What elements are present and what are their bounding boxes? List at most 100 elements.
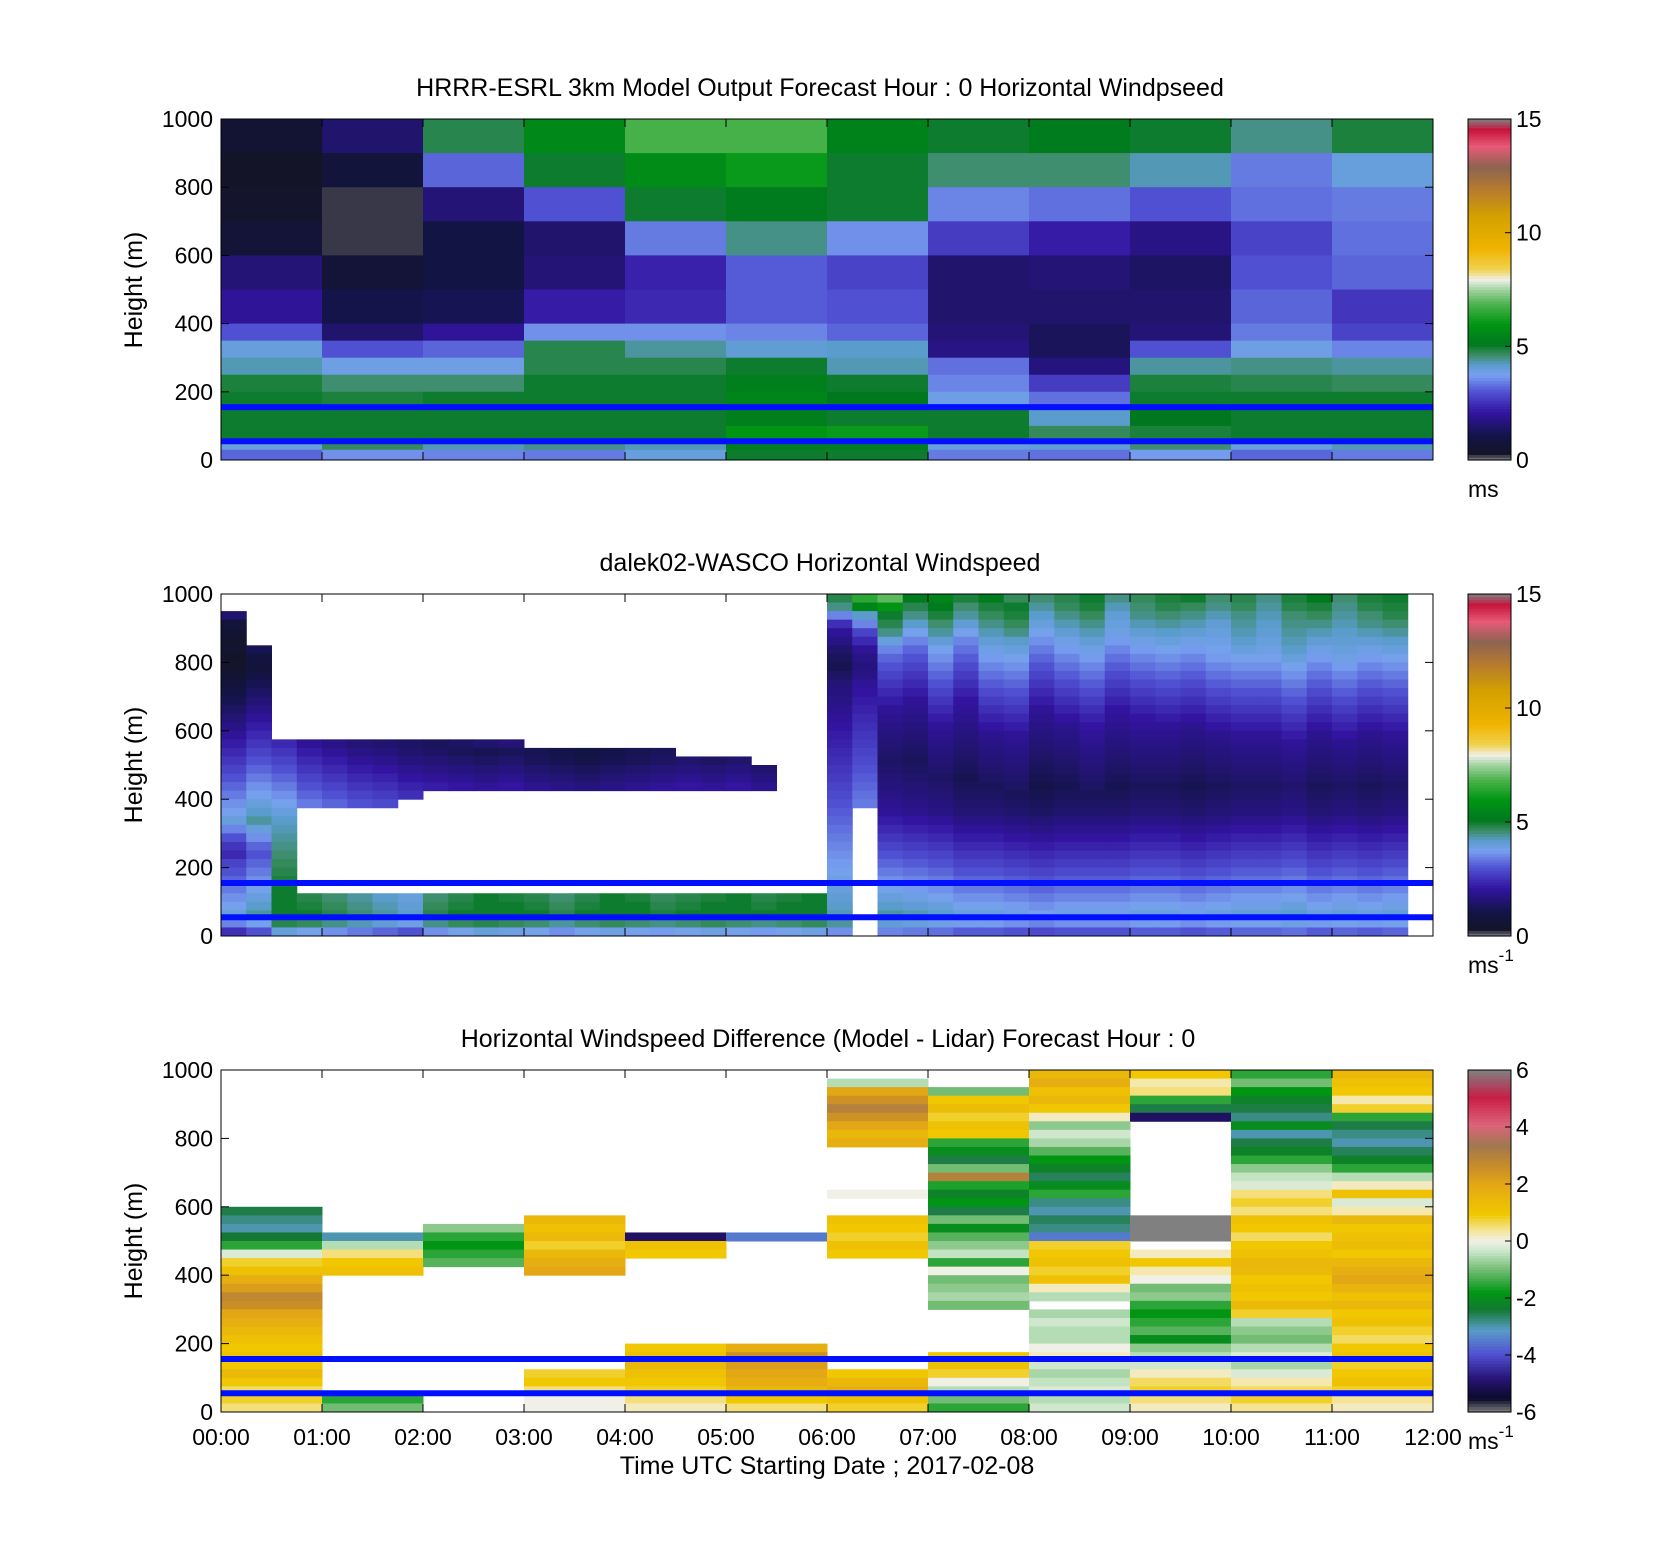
heat-cell bbox=[928, 833, 954, 843]
heat-cell bbox=[246, 782, 272, 792]
heat-cell bbox=[1130, 408, 1232, 427]
heat-cell bbox=[246, 884, 272, 894]
heat-cell bbox=[827, 790, 853, 800]
heat-cell bbox=[877, 653, 904, 663]
heat-cell bbox=[978, 653, 1005, 663]
heat-cell bbox=[524, 901, 550, 911]
colorbar-segment bbox=[1468, 859, 1511, 863]
heat-cell bbox=[1382, 628, 1409, 638]
heat-cell bbox=[1357, 688, 1383, 698]
heat-cell bbox=[347, 918, 373, 928]
heat-cell bbox=[928, 696, 954, 706]
heat-cell bbox=[928, 1104, 1030, 1114]
heat-cell bbox=[1357, 645, 1383, 655]
heat-cell bbox=[1029, 1129, 1131, 1139]
heat-cell bbox=[1180, 739, 1207, 749]
heat-cell bbox=[1054, 713, 1080, 723]
heat-cell bbox=[928, 662, 954, 672]
colorbar-segment bbox=[1468, 343, 1511, 347]
heat-cell bbox=[953, 636, 979, 646]
heat-cell bbox=[675, 765, 702, 775]
heat-cell bbox=[1256, 807, 1282, 817]
heat-cell bbox=[1205, 611, 1232, 621]
colorbar-segment bbox=[1468, 662, 1511, 666]
colorbar-unit-label: ms-1 bbox=[1468, 946, 1514, 978]
heat-cell bbox=[1029, 739, 1055, 749]
heat-cell bbox=[1357, 730, 1383, 740]
heat-cell bbox=[1357, 696, 1383, 706]
heat-cell bbox=[1306, 645, 1333, 655]
heat-cell bbox=[423, 449, 525, 461]
heat-cell bbox=[1281, 611, 1308, 621]
colorbar-segment bbox=[1468, 457, 1511, 461]
x-tick-label: 04:00 bbox=[596, 1424, 654, 1450]
heat-cell bbox=[1029, 679, 1055, 689]
heat-cell bbox=[1256, 739, 1282, 749]
heat-cell bbox=[1357, 670, 1383, 680]
heat-cell bbox=[1332, 1232, 1434, 1242]
heat-cell bbox=[1231, 1112, 1333, 1122]
heat-cell bbox=[246, 773, 272, 783]
colorbar-segment bbox=[1468, 1241, 1511, 1245]
heat-cell bbox=[1357, 747, 1383, 757]
colorbar-segment bbox=[1468, 1089, 1511, 1094]
colorbar-segment bbox=[1468, 289, 1511, 293]
colorbar-segment bbox=[1468, 346, 1511, 350]
colorbar-segment bbox=[1468, 830, 1511, 834]
colorbar-segment bbox=[1468, 292, 1511, 296]
heat-cell bbox=[1281, 636, 1308, 646]
heat-cell bbox=[928, 653, 954, 663]
heat-cell bbox=[1256, 765, 1282, 775]
heat-cell bbox=[877, 645, 904, 655]
colorbar-segment bbox=[1468, 258, 1511, 262]
heat-cell bbox=[675, 918, 702, 928]
heat-cell bbox=[1104, 893, 1131, 903]
heat-cell bbox=[549, 901, 575, 911]
heat-cell bbox=[928, 790, 954, 800]
heat-cell bbox=[978, 927, 1005, 937]
heat-cell bbox=[1332, 340, 1434, 359]
colorbar-segment bbox=[1468, 719, 1511, 723]
heat-cell bbox=[221, 696, 247, 706]
heat-cell bbox=[1155, 722, 1181, 732]
heat-cell bbox=[423, 374, 525, 393]
heat-cell bbox=[978, 628, 1005, 638]
heat-cell bbox=[322, 221, 424, 256]
heat-cell bbox=[473, 893, 500, 903]
heat-cell bbox=[1155, 790, 1181, 800]
heat-cell bbox=[1130, 790, 1156, 800]
heat-cell bbox=[1281, 859, 1308, 869]
heat-cell bbox=[827, 670, 853, 680]
heat-cell bbox=[1357, 884, 1383, 894]
heat-cell bbox=[599, 756, 626, 766]
heat-cell bbox=[347, 756, 373, 766]
heat-cell bbox=[1029, 662, 1055, 672]
heat-cell bbox=[498, 893, 525, 903]
heat-cell bbox=[852, 782, 878, 792]
colorbar-segment bbox=[1468, 1129, 1511, 1134]
heat-cell bbox=[1231, 918, 1257, 928]
heat-cell bbox=[978, 867, 1005, 877]
heat-cell bbox=[1180, 696, 1207, 706]
heat-cell bbox=[524, 221, 626, 256]
heat-cell bbox=[1306, 653, 1333, 663]
heat-cell bbox=[625, 187, 727, 222]
heat-cell bbox=[1130, 867, 1156, 877]
heat-cell bbox=[1054, 688, 1080, 698]
heat-cell bbox=[1256, 867, 1282, 877]
heat-cell bbox=[675, 756, 702, 766]
heat-cell bbox=[221, 357, 323, 376]
heat-cell bbox=[928, 773, 954, 783]
panel-difference-reference-lines bbox=[221, 1355, 1433, 1397]
heat-cell bbox=[1332, 1155, 1434, 1165]
colorbar-segment bbox=[1468, 879, 1511, 883]
heat-cell bbox=[1205, 807, 1232, 817]
heat-cell bbox=[1281, 756, 1308, 766]
colorbar-segment bbox=[1468, 1312, 1511, 1316]
heat-cell bbox=[1130, 1266, 1232, 1276]
heat-cell bbox=[1357, 765, 1383, 775]
heat-cell bbox=[1382, 927, 1409, 937]
heat-cell bbox=[473, 747, 500, 757]
heat-cell bbox=[1155, 662, 1181, 672]
heat-cell bbox=[726, 1403, 828, 1413]
